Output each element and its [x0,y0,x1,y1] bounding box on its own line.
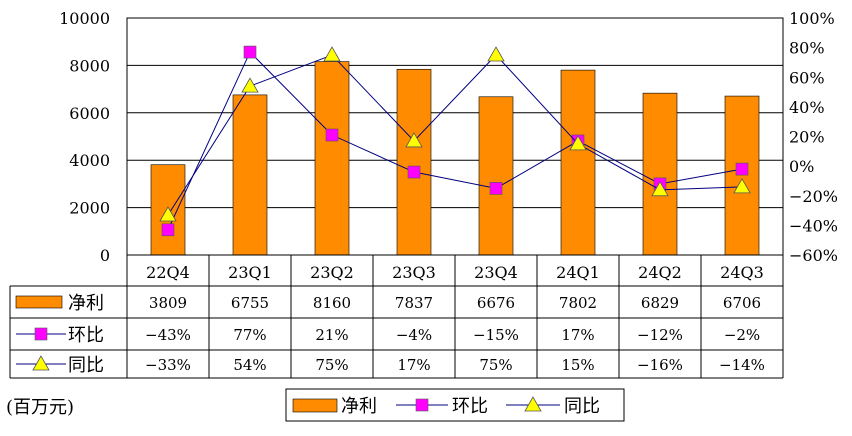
table-cell: 6706 [723,294,761,312]
right-tick-label: 80% [789,39,825,58]
point-环比-23Q1 [243,45,257,59]
table-cell: 7837 [395,294,433,312]
right-tick-label: 100% [789,9,835,28]
legend-label: 环比 [452,396,488,417]
bar-23Q4 [478,96,514,256]
legend-label: 净利 [341,396,377,417]
point-环比-23Q4 [489,182,503,195]
table-cell: 54% [233,356,266,374]
right-tick-label: 0% [789,157,814,176]
row-label: 环比 [68,325,104,346]
plot-frame [126,17,784,256]
point-同比-24Q2 [651,181,669,197]
legend: 净利 环比 同比 [285,388,625,422]
table-cell: 17% [397,356,430,374]
table-cell: 8160 [313,294,351,312]
line-环比 [167,51,743,231]
bar-24Q3 [724,95,760,256]
left-tick-label: 0 [100,246,110,265]
table-cell: 17% [561,326,594,344]
point-同比-23Q2 [323,46,341,62]
legend-box [285,388,625,422]
point-环比-23Q2 [325,128,339,142]
legend-key-marker [524,396,542,412]
data-table: 22Q4 23Q1 23Q2 23Q3 23Q4 24Q1 24Q2 24Q3 净利 3809 67… [9,254,784,379]
table-cell: −43% [145,326,191,344]
point-同比-23Q4 [487,46,505,62]
table-cell: −12% [637,326,683,344]
bar-23Q2 [314,61,350,256]
left-tick-label: 6000 [69,104,110,123]
legend-key-marker [415,398,429,412]
row-key-marker [34,327,48,341]
right-tick-label: 40% [789,98,825,117]
table-cell: 15% [561,356,594,374]
line-同比 [167,54,743,216]
point-同比-24Q1 [569,135,587,151]
unit-label: (百万元) [6,397,74,418]
table-cell: 3809 [149,294,187,312]
left-tick-label: 10000 [59,9,110,28]
line-series [159,45,751,237]
category-label: 24Q2 [638,263,682,282]
point-同比-24Q3 [733,178,751,194]
point-同比-23Q1 [241,77,259,93]
category-label: 23Q2 [310,263,354,282]
table-cell: 77% [233,326,266,344]
row-key-bar [15,295,63,309]
table-cell: −2% [724,326,760,344]
bar-23Q1 [232,94,268,256]
point-环比-23Q3 [407,165,421,179]
left-tick-label: 8000 [69,56,110,75]
category-label: 22Q4 [146,263,190,282]
row-label: 净利 [68,293,104,314]
category-label: 23Q3 [392,263,436,282]
right-tick-label: −60% [789,246,838,265]
table-cell: 6829 [641,294,679,312]
category-label: 23Q1 [228,263,272,282]
category-label: 24Q1 [556,263,600,282]
bar-series [150,61,760,256]
legend-key-bar [292,398,338,413]
row-label: 同比 [68,355,104,376]
table-cell: −33% [145,356,191,374]
table-cell: 21% [315,326,348,344]
bar-24Q2 [642,92,678,256]
point-同比-22Q4 [159,206,177,222]
left-tick-label: 4000 [69,151,110,170]
table-cell: −16% [637,356,683,374]
right-tick-label: −40% [789,216,838,235]
table-cell: 7802 [559,294,597,312]
right-tick-label: −20% [789,187,838,206]
point-环比-22Q4 [161,223,175,237]
right-tick-label: 20% [789,128,825,147]
point-环比-24Q3 [735,162,749,176]
row-key-marker [32,355,50,371]
category-label: 24Q3 [720,263,764,282]
table-cell: 75% [315,356,348,374]
table-cell: −14% [719,356,765,374]
bar-24Q1 [560,69,596,256]
category-label: 23Q4 [474,263,518,282]
gridlines [126,17,784,256]
table-cell: −15% [473,326,519,344]
axes: 0 2000 4000 6000 8000 10000 −60% −40% −20% 0% 20% 4… [59,9,838,265]
bar-23Q3 [396,68,432,256]
table-cell: −4% [396,326,432,344]
legend-label: 同比 [564,396,600,417]
right-tick-label: 60% [789,68,825,87]
left-tick-label: 2000 [69,199,110,218]
table-cell: 6755 [231,294,269,312]
table-cell: 6676 [477,294,515,312]
table-cell: 75% [479,356,512,374]
point-同比-23Q3 [405,132,423,148]
